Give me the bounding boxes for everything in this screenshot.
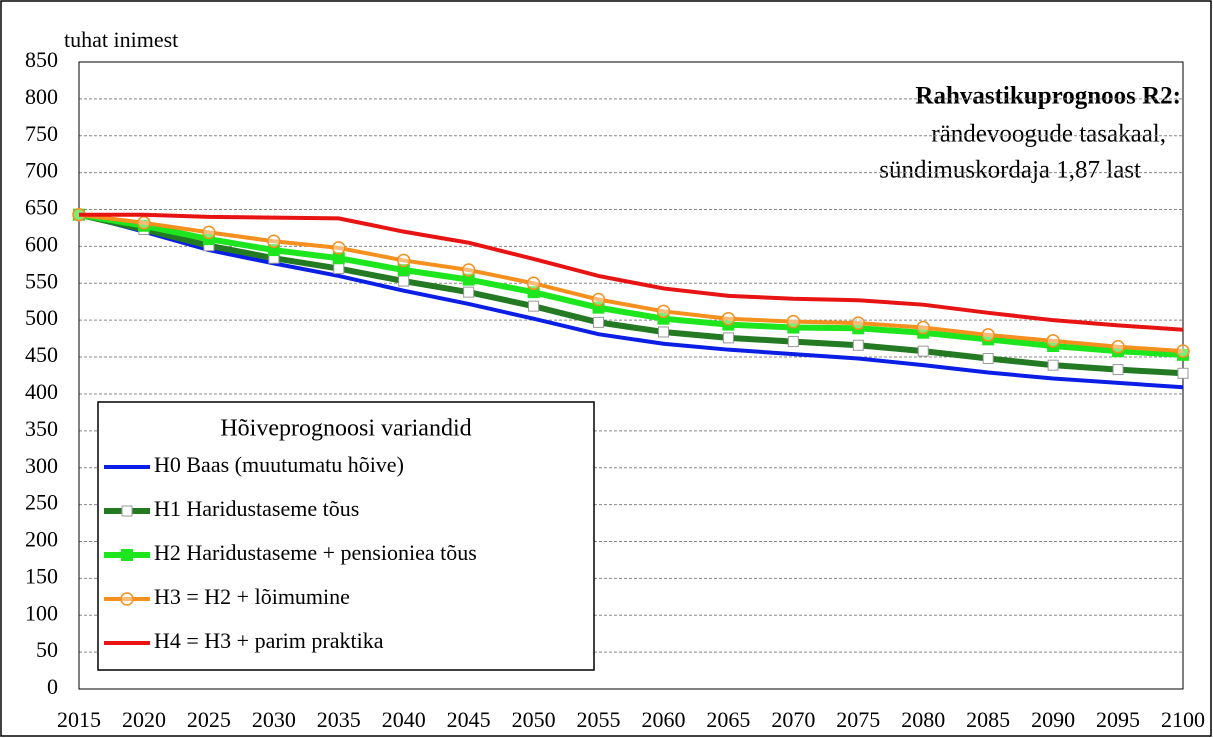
marker [398,275,410,287]
y-tick-label: 800 [25,84,58,109]
marker [332,241,346,255]
y-tick-label: 750 [25,121,58,146]
marker [396,253,411,268]
marker [1177,367,1189,379]
marker [852,339,864,351]
y-axis-label: tuhat inimest [64,27,178,52]
marker [528,300,540,312]
series-line [78,212,1184,354]
marker [787,336,799,348]
marker [1176,344,1190,358]
marker [463,286,475,298]
x-tick-label: 2070 [771,707,815,732]
y-tick-label: 200 [25,527,58,552]
marker [461,263,476,277]
marker [981,328,995,342]
marker [851,316,866,330]
x-tick-label: 2060 [641,707,685,732]
marker [202,225,216,240]
marker [1111,339,1125,354]
y-tick-label: 500 [25,305,58,330]
chart-subtitle: rändevoogude tasakaal, [931,121,1166,148]
x-tick-label: 2080 [901,707,945,732]
series-line [79,212,1184,332]
legend-label: H3 = H2 + lõimumine [154,584,350,609]
x-tick-label: 2030 [252,707,296,732]
marker [333,263,345,275]
y-tick-label: 550 [25,268,58,293]
marker [137,216,151,230]
chart-subtitle: sündimuskordaja 1,87 last [879,157,1141,184]
marker [462,273,475,286]
legend-label: H0 Baas (muutumatu hõive) [154,452,404,477]
y-tick-label: 300 [25,453,58,478]
x-tick-label: 2075 [836,707,880,732]
legend-title: Hõiveprognoosi variandid [220,416,471,442]
marker [121,505,133,517]
legend-label: H2 Haridustaseme + pensioniea tõus [154,540,477,565]
marker [721,311,736,326]
marker [1046,334,1060,348]
marker [591,292,606,307]
marker [1047,359,1059,371]
x-tick-label: 2035 [317,707,361,732]
marker [722,332,734,344]
y-tick-label: 50 [36,637,58,662]
x-tick-label: 2025 [187,707,231,732]
x-tick-label: 2090 [1031,707,1075,732]
y-tick-label: 350 [25,416,58,441]
series-line [78,211,1184,358]
chart-title: Rahvastikuprognoos R2: [915,83,1181,110]
y-tick-label: 700 [25,158,58,183]
y-tick-label: 100 [25,600,58,625]
y-tick-label: 600 [25,231,58,256]
marker [657,326,669,338]
y-tick-label: 250 [25,490,58,515]
legend-label: H1 Haridustaseme tõus [154,496,359,521]
x-tick-label: 2020 [122,707,166,732]
marker [593,316,605,328]
y-tick-label: 450 [25,342,58,367]
x-tick-label: 2055 [577,707,621,732]
marker [1112,364,1124,376]
marker [982,353,994,365]
x-tick-label: 2095 [1096,707,1140,732]
marker [332,252,345,265]
marker [397,264,410,277]
x-tick-label: 2065 [706,707,750,732]
marker [916,320,930,335]
legend-label: H4 = H3 + parim praktika [154,628,384,653]
y-tick-label: 650 [25,195,58,220]
x-tick-label: 2050 [512,707,556,732]
x-tick-label: 2045 [447,707,491,732]
legend-box [97,401,595,671]
y-tick-label: 850 [25,47,58,72]
x-tick-label: 2085 [966,707,1010,732]
x-tick-label: 2040 [382,707,426,732]
y-tick-label: 150 [25,563,58,588]
marker [121,549,133,561]
marker [917,345,929,357]
marker [786,314,801,329]
marker [120,592,134,606]
y-tick-label: 400 [25,379,58,404]
marker [526,276,541,291]
x-tick-label: 2015 [57,707,101,732]
marker [267,234,281,248]
series-line [78,211,1184,377]
x-tick-label: 2100 [1161,707,1205,732]
series-line [78,212,1184,390]
marker [656,304,671,319]
y-tick-label: 0 [47,674,58,699]
